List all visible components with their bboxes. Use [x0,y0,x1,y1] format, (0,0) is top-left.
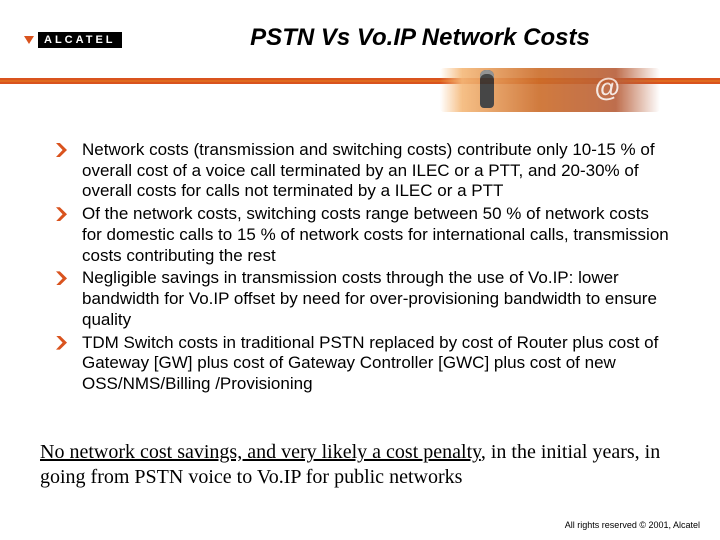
conclusion-text: No network cost savings, and very likely… [40,440,672,490]
bullet-list: Network costs (transmission and switchin… [56,140,672,395]
slide-title: PSTN Vs Vo.IP Network Costs [0,24,720,52]
copyright-footer: All rights reserved © 2001, Alcatel [565,520,700,530]
bullet-item: Network costs (transmission and switchin… [56,140,672,202]
slide-body: Network costs (transmission and switchin… [56,140,672,397]
bullet-item: Of the network costs, switching costs ra… [56,204,672,266]
conclusion-underlined: No network cost savings, and very likely… [40,441,481,463]
header-collage-graphic [440,68,660,112]
slide-header: ALCATEL PSTN Vs Vo.IP Network Costs [0,0,720,120]
bullet-item: TDM Switch costs in traditional PSTN rep… [56,333,672,395]
bullet-item: Negligible savings in transmission costs… [56,268,672,330]
header-stripe [0,68,720,118]
